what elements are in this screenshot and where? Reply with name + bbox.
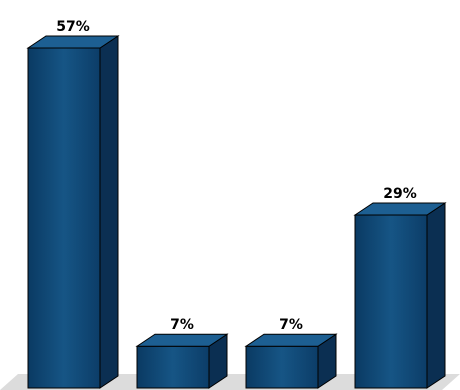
bar-3 bbox=[244, 333, 338, 389]
bars-layer bbox=[26, 35, 447, 389]
labels-layer: 57% 7% 7% 29% bbox=[56, 19, 417, 333]
bar-2 bbox=[135, 333, 229, 389]
data-label-3: 7% bbox=[279, 317, 303, 333]
data-label-4: 29% bbox=[383, 186, 417, 202]
bar-3-front bbox=[245, 345, 319, 389]
bar-1-front bbox=[27, 47, 101, 389]
bar-2-top bbox=[135, 333, 229, 347]
bar-4-side bbox=[426, 202, 446, 389]
data-label-2: 7% bbox=[170, 317, 194, 333]
bar-1 bbox=[26, 35, 120, 389]
bar-2-front bbox=[136, 345, 210, 389]
bar-4-top bbox=[353, 202, 447, 216]
bar-1-side bbox=[99, 35, 119, 389]
bar-1-top bbox=[26, 35, 120, 49]
bar-3-top bbox=[244, 333, 338, 347]
bar-4-front bbox=[354, 214, 428, 389]
data-label-1: 57% bbox=[56, 19, 90, 35]
bar-4 bbox=[353, 202, 447, 389]
